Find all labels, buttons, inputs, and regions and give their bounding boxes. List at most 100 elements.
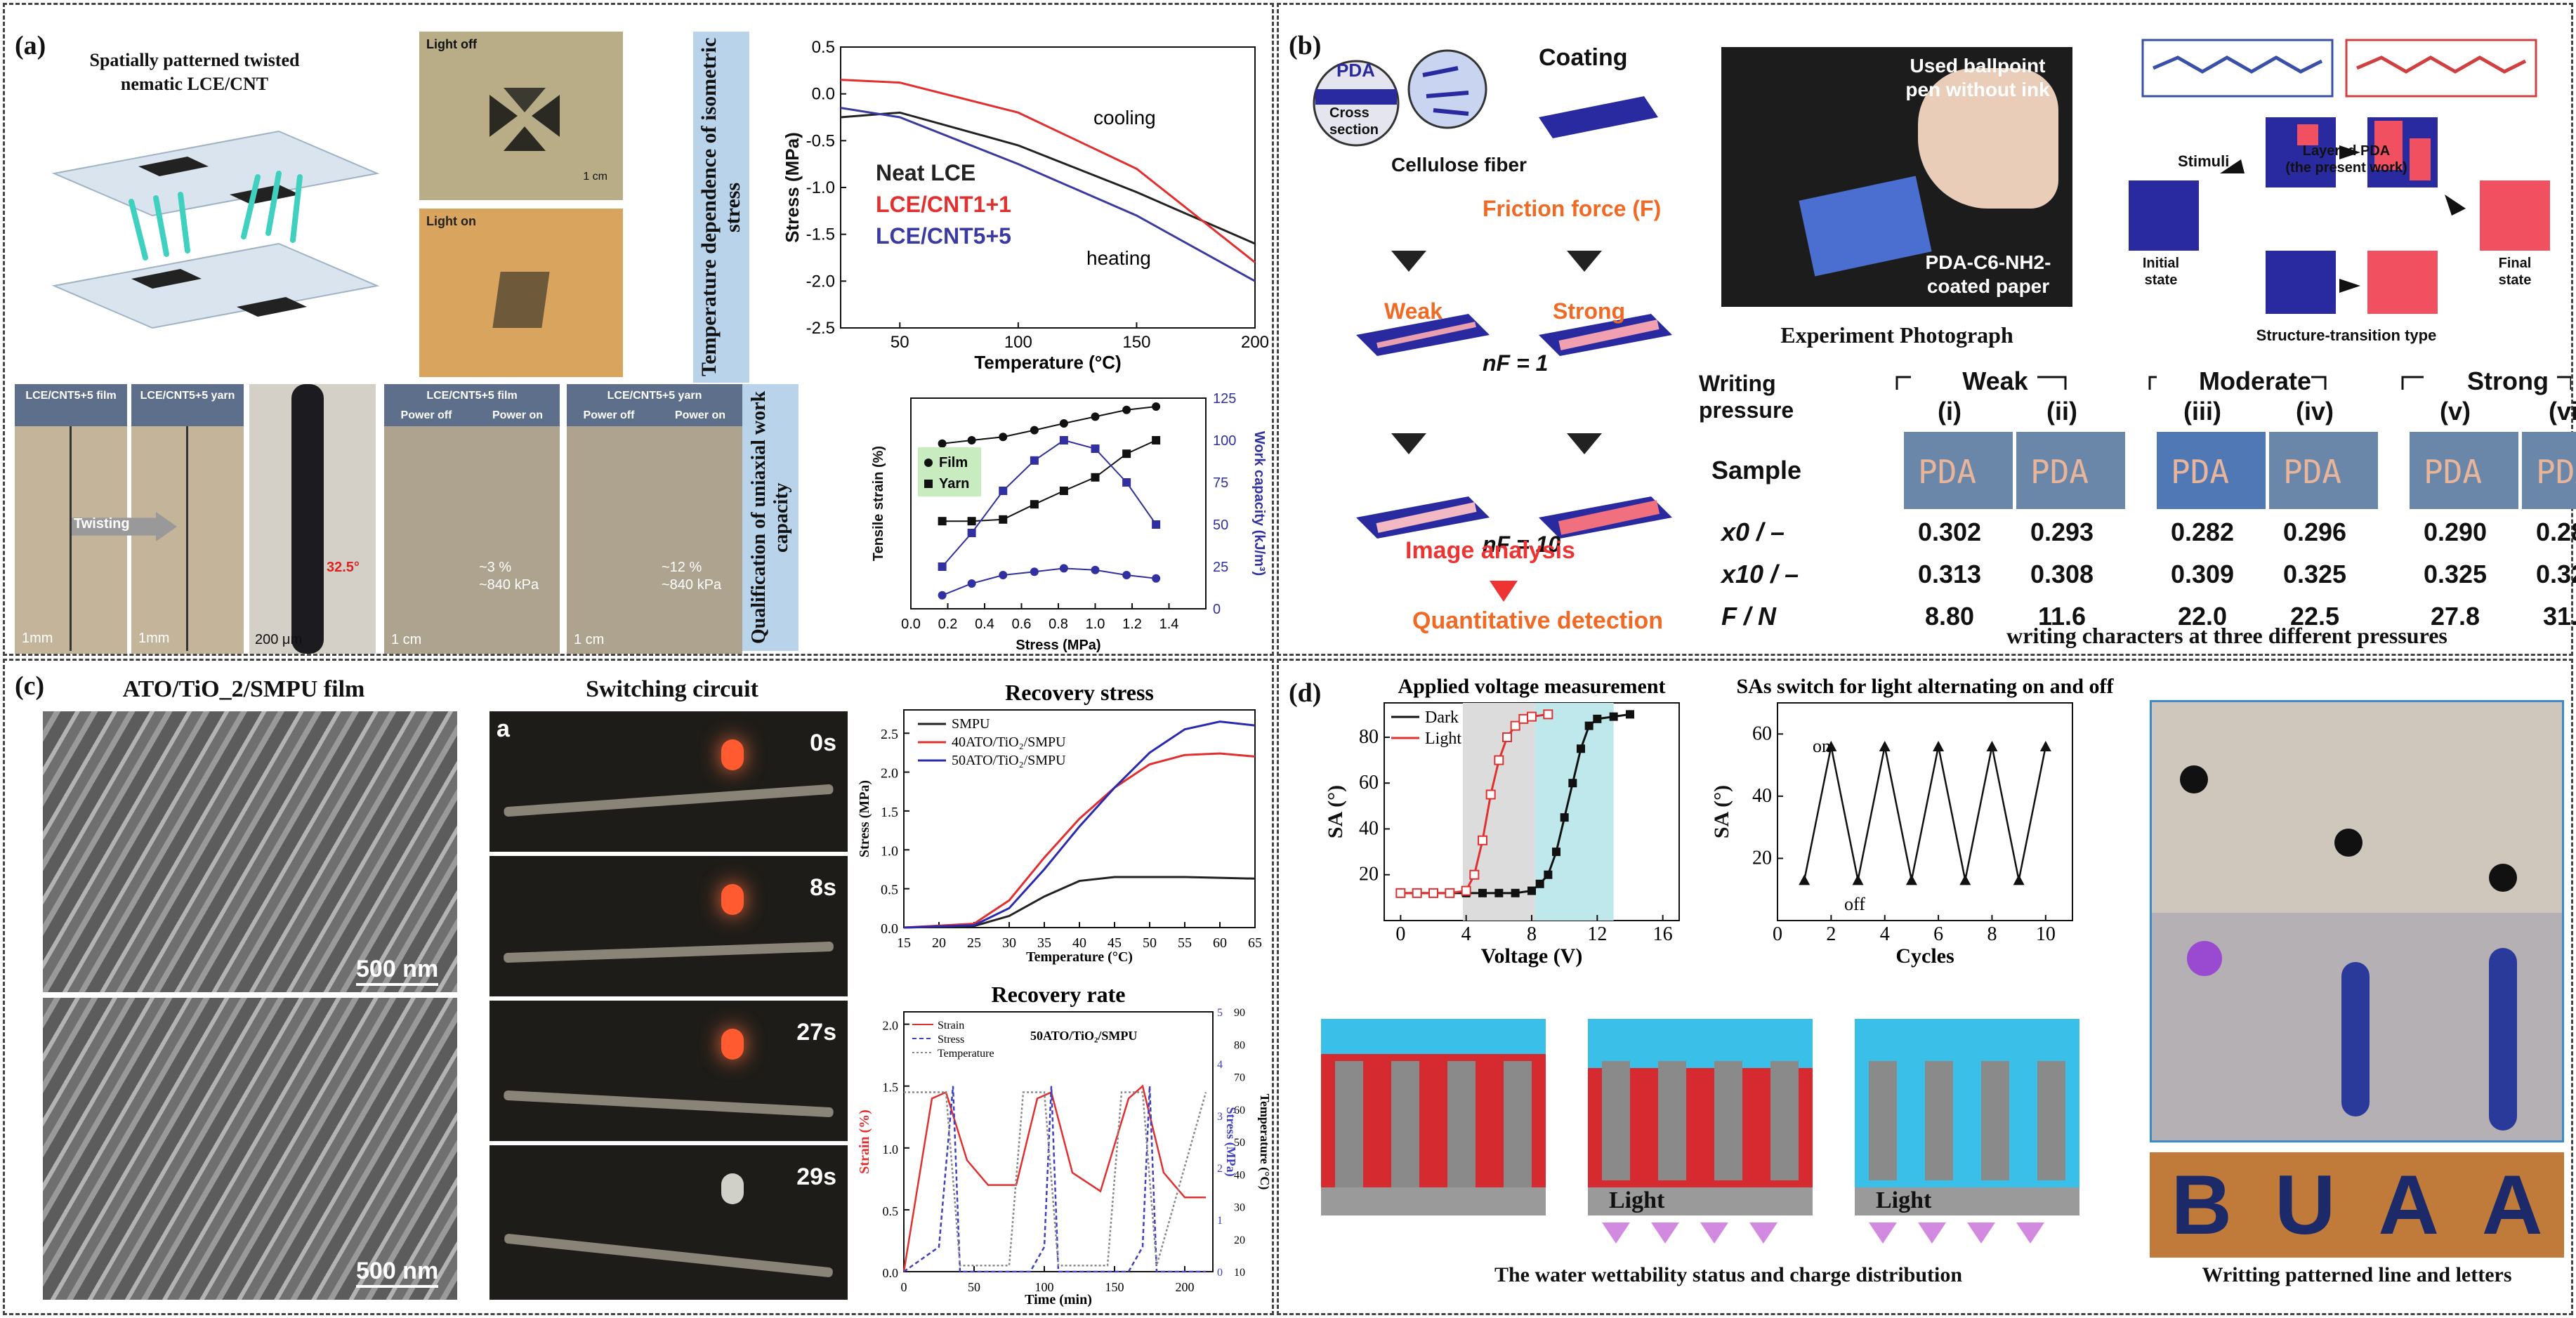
image-analysis-label: Image analysis [1405, 537, 1575, 564]
legend-entry: Yarn [939, 476, 969, 492]
y-tick-label: 20 [1752, 847, 1772, 869]
sample-photo: PDA [2016, 432, 2125, 509]
x-tick-label: 100 [1004, 333, 1032, 352]
chart-sa-voltage: Applied voltage measurement 0 4 8 12 16 20 40 60… [1324, 675, 1680, 968]
y2-axis-label: Stress (MPa) [1223, 1107, 1238, 1176]
scale-1mm-2: 1mm [138, 631, 170, 646]
col-header: (v) [2440, 397, 2471, 426]
line-drawn-1 [2341, 962, 2370, 1116]
structure-transition-diagram [2129, 39, 2550, 314]
chart-title: Recovery stress [1005, 680, 1154, 705]
sample-writing: PDA [2424, 453, 2483, 491]
x-tick-label: 65 [1248, 935, 1262, 951]
x-tick-label: 8 [1987, 923, 1997, 945]
power-on-1: Power on [492, 409, 543, 421]
final-line-2: state [2498, 272, 2532, 288]
yarn2-label: LCE/CNT5+5 yarn [607, 390, 702, 402]
coated-text: PDA-C6-NH2- coated paper [1904, 251, 2072, 298]
data-point [999, 487, 1008, 495]
table-cell: 0.302 [1917, 518, 1982, 546]
x-tick-label: 6 [1933, 923, 1943, 945]
panel-d: (d) Applied voltage measurement 0 4 8 12 16 20… [1277, 659, 2573, 1315]
y-tick-label: 2.0 [883, 1019, 899, 1033]
side-label-bottom: Qualification of uniaxial work capacity [748, 390, 792, 645]
series-line-stress [903, 1086, 1206, 1273]
y-tick-label: 1.5 [883, 1081, 899, 1095]
y-tick-label: 0.0 [883, 1266, 899, 1280]
data-point [1030, 567, 1039, 576]
data-point [967, 579, 976, 588]
x-tick-label: 200 [1241, 333, 1269, 352]
data-point [999, 515, 1008, 524]
y-tick-label: 20 [1359, 864, 1379, 885]
shaded-region [1535, 703, 1614, 921]
table-cell: 8.80 [1924, 602, 1975, 631]
photo-yarn-micro: 32.5° 200 μm [249, 384, 376, 654]
friction-schematic [1313, 49, 1672, 602]
initial-line-1: Initial [2142, 256, 2180, 271]
data-point [1030, 500, 1039, 509]
y3-tick-label: 40 [1234, 1169, 1245, 1181]
legend-entry: SMPU [952, 716, 990, 732]
y3-axis-label: Temperature (°C) [1257, 1094, 1269, 1190]
row-label: x10 / – [1721, 560, 1799, 588]
panel-a: (a) Spatially patterned twisted nematic … [3, 3, 1274, 656]
y-tick-label: 0.0 [881, 921, 898, 937]
sample-writing: PDA [2171, 453, 2230, 491]
data-point [1535, 879, 1544, 888]
y-tick-label: -2.0 [806, 272, 835, 291]
data-point [1152, 520, 1161, 529]
sem-scale-1: 500 nm [356, 956, 439, 986]
scale-200um: 200 μm [255, 632, 303, 647]
initial-state-label: Initial state [2126, 255, 2196, 289]
data-point [1494, 755, 1504, 765]
x-axis-label: Voltage (V) [1481, 944, 1583, 968]
y-tick-label: 1.0 [881, 843, 898, 859]
x-tick-label: 4 [1880, 923, 1890, 945]
layered-line-1: Layered PDA [2302, 143, 2391, 159]
x-axis-label: Temperature (°C) [1026, 949, 1133, 965]
legend-entry: LCE/CNT5+5 [876, 223, 1011, 249]
y-tick-label: -1.0 [806, 178, 835, 197]
x-tick-label: 16 [1653, 923, 1673, 945]
y-tick-label: 2.5 [881, 727, 898, 742]
table-cell: 0.293 [2030, 518, 2094, 546]
legend-entry: Dark [1425, 709, 1459, 727]
exp-photo-caption: Experiment Photograph [1780, 322, 2013, 348]
y2-axis-label: Work capacity (kJ/m³) [1251, 431, 1267, 576]
table-cell: 0.285 [2535, 518, 2576, 546]
data-point [1544, 870, 1553, 879]
line-drawn-2 [2489, 948, 2517, 1131]
sample-writing: PDA [2536, 453, 2576, 491]
data-point [999, 433, 1008, 442]
chart-recovery-stress: Recovery stress 15 20 25 30 35 40 45 50 55 60 65 0.0… [857, 680, 1262, 965]
annotation-on: on [1813, 736, 1831, 756]
data-point [1552, 848, 1560, 857]
data-point [1527, 711, 1537, 722]
light-label-1: Light [1609, 1187, 1665, 1213]
panel-a-title: Spatially patterned twisted nematic LCE/… [75, 48, 314, 96]
data-point [1518, 713, 1529, 724]
legend-entry: Light [1425, 730, 1461, 748]
data-point [967, 436, 976, 444]
pda-label: PDA [1336, 60, 1375, 81]
y-axis-label: SA (°) [1710, 785, 1733, 838]
scale-1cm-b: 1 cm [574, 632, 605, 647]
y3-tick-label: 30 [1234, 1202, 1245, 1214]
series-line-lce-cnt5-5 [840, 107, 1256, 282]
wet-state-1 [1321, 1019, 1546, 1215]
x-tick-label: 50 [891, 333, 909, 352]
y-tick-label: -0.5 [806, 131, 835, 150]
data-point [1478, 835, 1487, 845]
x-tick-label: 1.0 [1086, 617, 1105, 632]
writing-pressure-label: Writing pressure [1699, 370, 1794, 423]
x-tick-label: 8 [1527, 923, 1537, 945]
table-cell: 0.296 [2282, 518, 2347, 546]
x-tick-label: 50 [1143, 935, 1157, 951]
data-point [1091, 473, 1100, 482]
y-tick-label: 2.0 [881, 766, 898, 782]
time-label: 27s [796, 1019, 836, 1046]
x-tick-label: 25 [967, 935, 981, 951]
x-tick-label: 20 [932, 935, 946, 951]
series-line-yarn-strain [942, 440, 1157, 522]
